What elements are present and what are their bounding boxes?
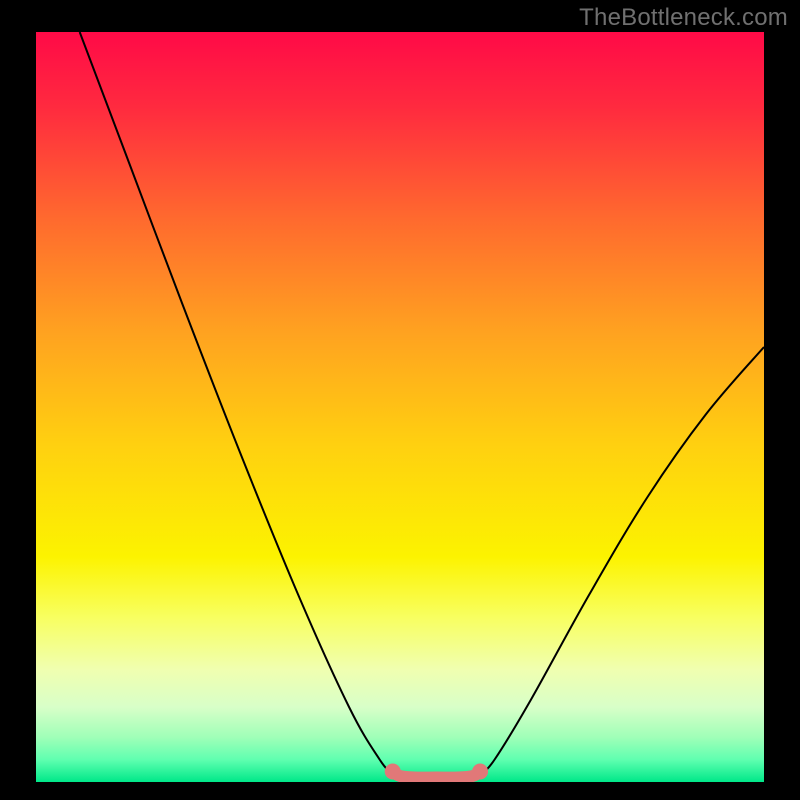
stage: TheBottleneck.com (0, 0, 800, 800)
flat-segment (393, 772, 480, 778)
flat-endpoint-left (385, 764, 401, 780)
chart-background (36, 32, 764, 782)
bottleneck-chart (36, 32, 764, 782)
flat-endpoint-right (472, 764, 488, 780)
watermark-text: TheBottleneck.com (579, 4, 788, 32)
